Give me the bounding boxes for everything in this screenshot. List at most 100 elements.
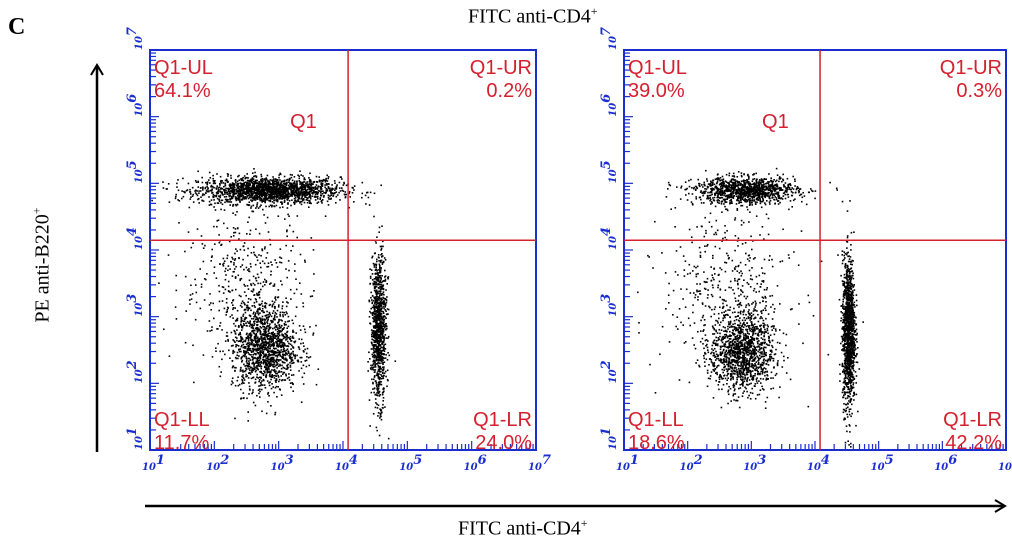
event-dot xyxy=(380,409,383,411)
event-dot xyxy=(283,197,286,200)
event-dot xyxy=(189,188,191,191)
event-dot xyxy=(247,204,250,207)
event-dot xyxy=(378,335,380,337)
event-dot xyxy=(306,193,309,196)
event-dot xyxy=(291,337,294,339)
event-dot xyxy=(377,391,379,394)
event-dot xyxy=(273,195,275,198)
event-dot xyxy=(267,348,269,350)
event-dot xyxy=(289,173,292,176)
event-dot xyxy=(373,356,375,359)
event-dot xyxy=(382,369,384,372)
event-dot xyxy=(283,180,286,183)
event-dot xyxy=(245,187,247,189)
event-dot xyxy=(228,201,231,203)
event-dot xyxy=(375,349,377,351)
event-dot xyxy=(375,299,378,302)
event-dot xyxy=(273,199,275,202)
event-dot xyxy=(313,181,315,184)
event-dot xyxy=(376,363,379,365)
event-dot xyxy=(228,195,231,198)
event-dot xyxy=(258,290,261,293)
event-dot xyxy=(381,307,383,309)
event-dot xyxy=(385,325,387,327)
event-dot xyxy=(248,204,251,206)
event-dot xyxy=(212,196,215,199)
event-dot xyxy=(291,182,293,185)
event-dot xyxy=(261,193,263,196)
event-dot xyxy=(228,191,231,193)
event-dot xyxy=(288,192,291,195)
event-dot xyxy=(204,244,206,247)
event-dot xyxy=(302,175,304,177)
event-dot xyxy=(258,380,260,383)
event-dot xyxy=(279,261,281,264)
event-dot xyxy=(338,187,341,189)
event-dot xyxy=(268,205,270,208)
event-dot xyxy=(232,352,234,355)
event-dot xyxy=(238,238,240,240)
event-dot xyxy=(251,356,253,358)
event-dot xyxy=(375,348,377,350)
event-dot xyxy=(278,359,280,362)
event-dot xyxy=(372,348,374,350)
event-dot xyxy=(380,297,382,299)
event-dot xyxy=(334,189,336,191)
event-dot xyxy=(277,374,279,377)
event-dot xyxy=(265,196,267,199)
event-dot xyxy=(301,376,304,379)
event-dot xyxy=(301,196,303,199)
event-dot xyxy=(245,375,247,378)
y-tick-label: 102 xyxy=(125,360,145,383)
event-dot xyxy=(260,347,263,350)
event-dot xyxy=(306,186,309,188)
y-tick-label: 103 xyxy=(125,294,145,317)
event-dot xyxy=(270,190,273,192)
event-dot xyxy=(380,317,382,319)
event-dot xyxy=(249,315,252,318)
event-dot xyxy=(255,334,258,337)
event-dot xyxy=(324,215,327,217)
event-dot xyxy=(241,184,243,186)
event-dot xyxy=(382,403,384,406)
event-dot xyxy=(240,295,242,298)
event-dot xyxy=(257,312,259,314)
event-dot xyxy=(265,281,268,283)
event-dot xyxy=(247,186,249,188)
event-dot xyxy=(375,297,377,299)
event-dot xyxy=(234,192,236,195)
event-dot xyxy=(287,187,290,190)
event-dot xyxy=(268,325,271,327)
event-dot xyxy=(168,355,171,357)
event-dot xyxy=(274,325,277,328)
event-dot xyxy=(256,204,258,206)
event-dot xyxy=(348,206,350,209)
event-dot xyxy=(372,299,375,302)
event-dot xyxy=(376,385,378,388)
event-dot xyxy=(248,216,250,219)
event-dot xyxy=(298,196,301,198)
event-dot xyxy=(275,324,278,327)
event-dot xyxy=(285,345,288,347)
event-dot xyxy=(325,177,327,180)
event-dot xyxy=(287,325,290,328)
event-dot xyxy=(336,184,338,186)
event-dot xyxy=(279,346,282,348)
event-dot xyxy=(239,333,242,336)
event-dot xyxy=(262,190,264,192)
event-dot xyxy=(314,193,317,196)
event-dot xyxy=(270,378,272,381)
event-dot xyxy=(381,281,383,284)
event-dot xyxy=(326,190,329,192)
event-dot xyxy=(256,259,259,262)
event-dot xyxy=(368,204,371,206)
event-dot xyxy=(310,188,312,191)
event-dot xyxy=(377,272,380,274)
event-dot xyxy=(382,375,384,378)
event-dot xyxy=(240,350,242,353)
event-dot xyxy=(268,341,270,344)
event-dot xyxy=(297,200,300,202)
event-dot xyxy=(260,173,262,176)
event-dot xyxy=(216,192,218,195)
event-dot xyxy=(270,196,273,198)
